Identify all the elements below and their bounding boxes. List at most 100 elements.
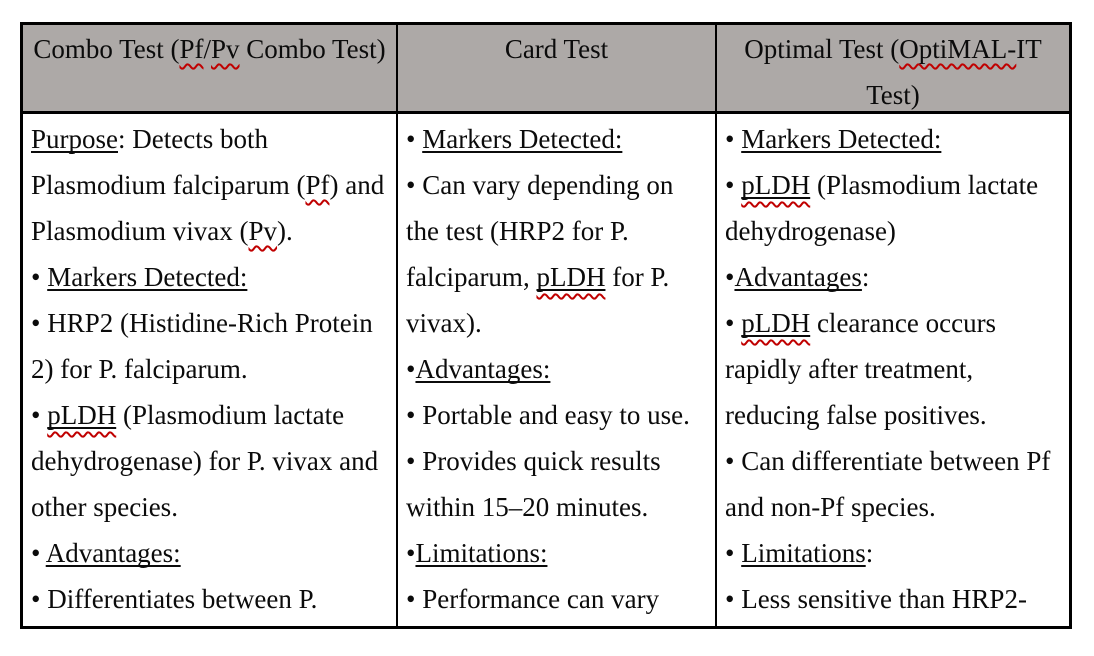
header-cell-combo-test: Combo Test (Pf/Pv Combo Test) [23,25,396,114]
underlined-text: Markers Detected: [741,124,942,154]
header-cell-optimal-test: Optimal Test (OptiMAL-IT Test) [717,25,1069,114]
underlined-misspelled-text: pLDH [741,308,810,338]
plain-text: dehydrogenase) for P. vivax and [31,446,379,476]
text-line: •Advantages: [725,254,1062,300]
text-line: • HRP2 (Histidine-Rich Protein [31,300,389,346]
text-line: • Provides quick results [406,438,708,484]
plain-text: dehydrogenase) [725,216,896,246]
misspelled-text: Pf [305,170,330,200]
text-line: •Limitations: [406,530,708,576]
plain-text: • [725,124,742,154]
text-line: • Limitations: [725,530,1062,576]
plain-text: • [31,400,48,430]
text-line: falciparum, pLDH for P. [406,254,708,300]
underlined-text: Markers Detected: [47,262,248,292]
text-line: the test (HRP2 for P. [406,208,708,254]
plain-text: : [861,262,870,292]
text-line: within 15–20 minutes. [406,484,708,530]
text-line: dehydrogenase) [725,208,1062,254]
plain-text: • [725,170,742,200]
text-line: and non-Pf species. [725,484,1062,530]
plain-text: • [725,308,742,338]
plain-text: Optimal Test ( [744,34,900,64]
text-line: • Performance can vary [406,576,708,622]
plain-text: clearance occurs [810,308,997,338]
plain-text: (Plasmodium lactate [810,170,1039,200]
plain-text: • Performance can vary [406,584,660,614]
text-line: rapidly after treatment, [725,346,1062,392]
underlined-text: Advantages [734,262,862,292]
misspelled-text: Pf [179,34,204,64]
plain-text: rapidly after treatment, [725,354,974,384]
text-line: • pLDH (Plasmodium lactate [725,162,1062,208]
plain-text: • Provides quick results [406,446,661,476]
text-line: Card Test [398,26,715,72]
plain-text: • Can vary depending on [406,170,674,200]
plain-text: / [203,34,211,64]
underlined-misspelled-text: pLDH [47,400,116,430]
plain-text: the test (HRP2 for P. [406,216,629,246]
text-line: • Advantages: [31,530,389,576]
text-line: reducing false positives. [725,392,1062,438]
underlined-text: Purpose [31,124,118,154]
text-line: • Markers Detected: [725,116,1062,162]
misspelled-text: Pv [211,34,240,64]
text-line: • Markers Detected: [406,116,708,162]
misspelled-text: OptiMAL- [899,34,1017,64]
body-cell-combo-test: Purpose: Detects both Plasmodium falcipar… [23,114,396,626]
plain-text: other species. [31,492,178,522]
plain-text: 2) for P. falciparum. [31,354,248,384]
plain-text: falciparum, [406,262,537,292]
misspelled-text: pLDH [741,170,811,200]
underlined-misspelled-text: pLDH [741,170,810,200]
column-card-test: Card Test • Markers Detected: • Can vary … [398,25,717,626]
underlined-text: Limitations [741,538,866,568]
plain-text: • Portable and easy to use. [406,400,690,430]
column-combo-test: Combo Test (Pf/Pv Combo Test) Purpose: D… [23,25,398,626]
plain-text: Plasmodium falciparum ( [31,170,306,200]
plain-text: • [725,538,742,568]
plain-text: Plasmodium vivax ( [31,216,249,246]
plain-text: • Can differentiate between Pf [725,446,1051,476]
plain-text: for P. [605,262,670,292]
misspelled-text: pLDH [741,308,811,338]
column-optimal-test: Optimal Test (OptiMAL-IT Test) • Markers … [717,25,1069,626]
plain-text: vivax). [406,308,482,338]
plain-text: Card Test [504,34,609,64]
plain-text: reducing false positives. [725,400,987,430]
text-line: Plasmodium falciparum (Pf) and [31,162,389,208]
plain-text: IT [1016,34,1042,64]
plain-text: • [31,538,46,568]
underlined-text: Limitations: [415,538,548,568]
plain-text: • [406,124,423,154]
text-line: • pLDH (Plasmodium lactate [31,392,389,438]
plain-text: • HRP2 (Histidine-Rich Protein [31,308,373,338]
plain-text: • [725,262,735,292]
plain-text: • [406,354,416,384]
plain-text: : Detects both [118,124,268,154]
misspelled-text: pLDH [47,400,117,430]
misspelled-text: Pv [248,216,278,246]
plain-text: Combo Test ( [33,34,180,64]
plain-text: ) and [329,170,385,200]
underlined-text: Markers Detected: [422,124,623,154]
text-line: •Advantages: [406,346,708,392]
plain-text: within 15–20 minutes. [406,492,649,522]
plain-text: Combo Test) [239,34,386,64]
text-line: other species. [31,484,389,530]
plain-text: ). [277,216,293,246]
body-cell-card-test: • Markers Detected: • Can vary depending … [398,114,715,626]
text-line: Purpose: Detects both [31,116,389,162]
underlined-text: Advantages: [45,538,181,568]
plain-text: • [31,262,48,292]
plain-text: (Plasmodium lactate [116,400,345,430]
text-line: Plasmodium vivax (Pv). [31,208,389,254]
plain-text: • Less sensitive than HRP2- [725,584,1027,614]
underlined-text: Advantages: [415,354,551,384]
underlined-misspelled-text: pLDH [536,262,605,292]
text-line: • Markers Detected: [31,254,389,300]
text-line: • pLDH clearance occurs [725,300,1062,346]
text-line: Combo Test (Pf/Pv Combo Test) [23,26,396,72]
plain-text: • [406,538,416,568]
text-line: • Less sensitive than HRP2- [725,576,1062,622]
